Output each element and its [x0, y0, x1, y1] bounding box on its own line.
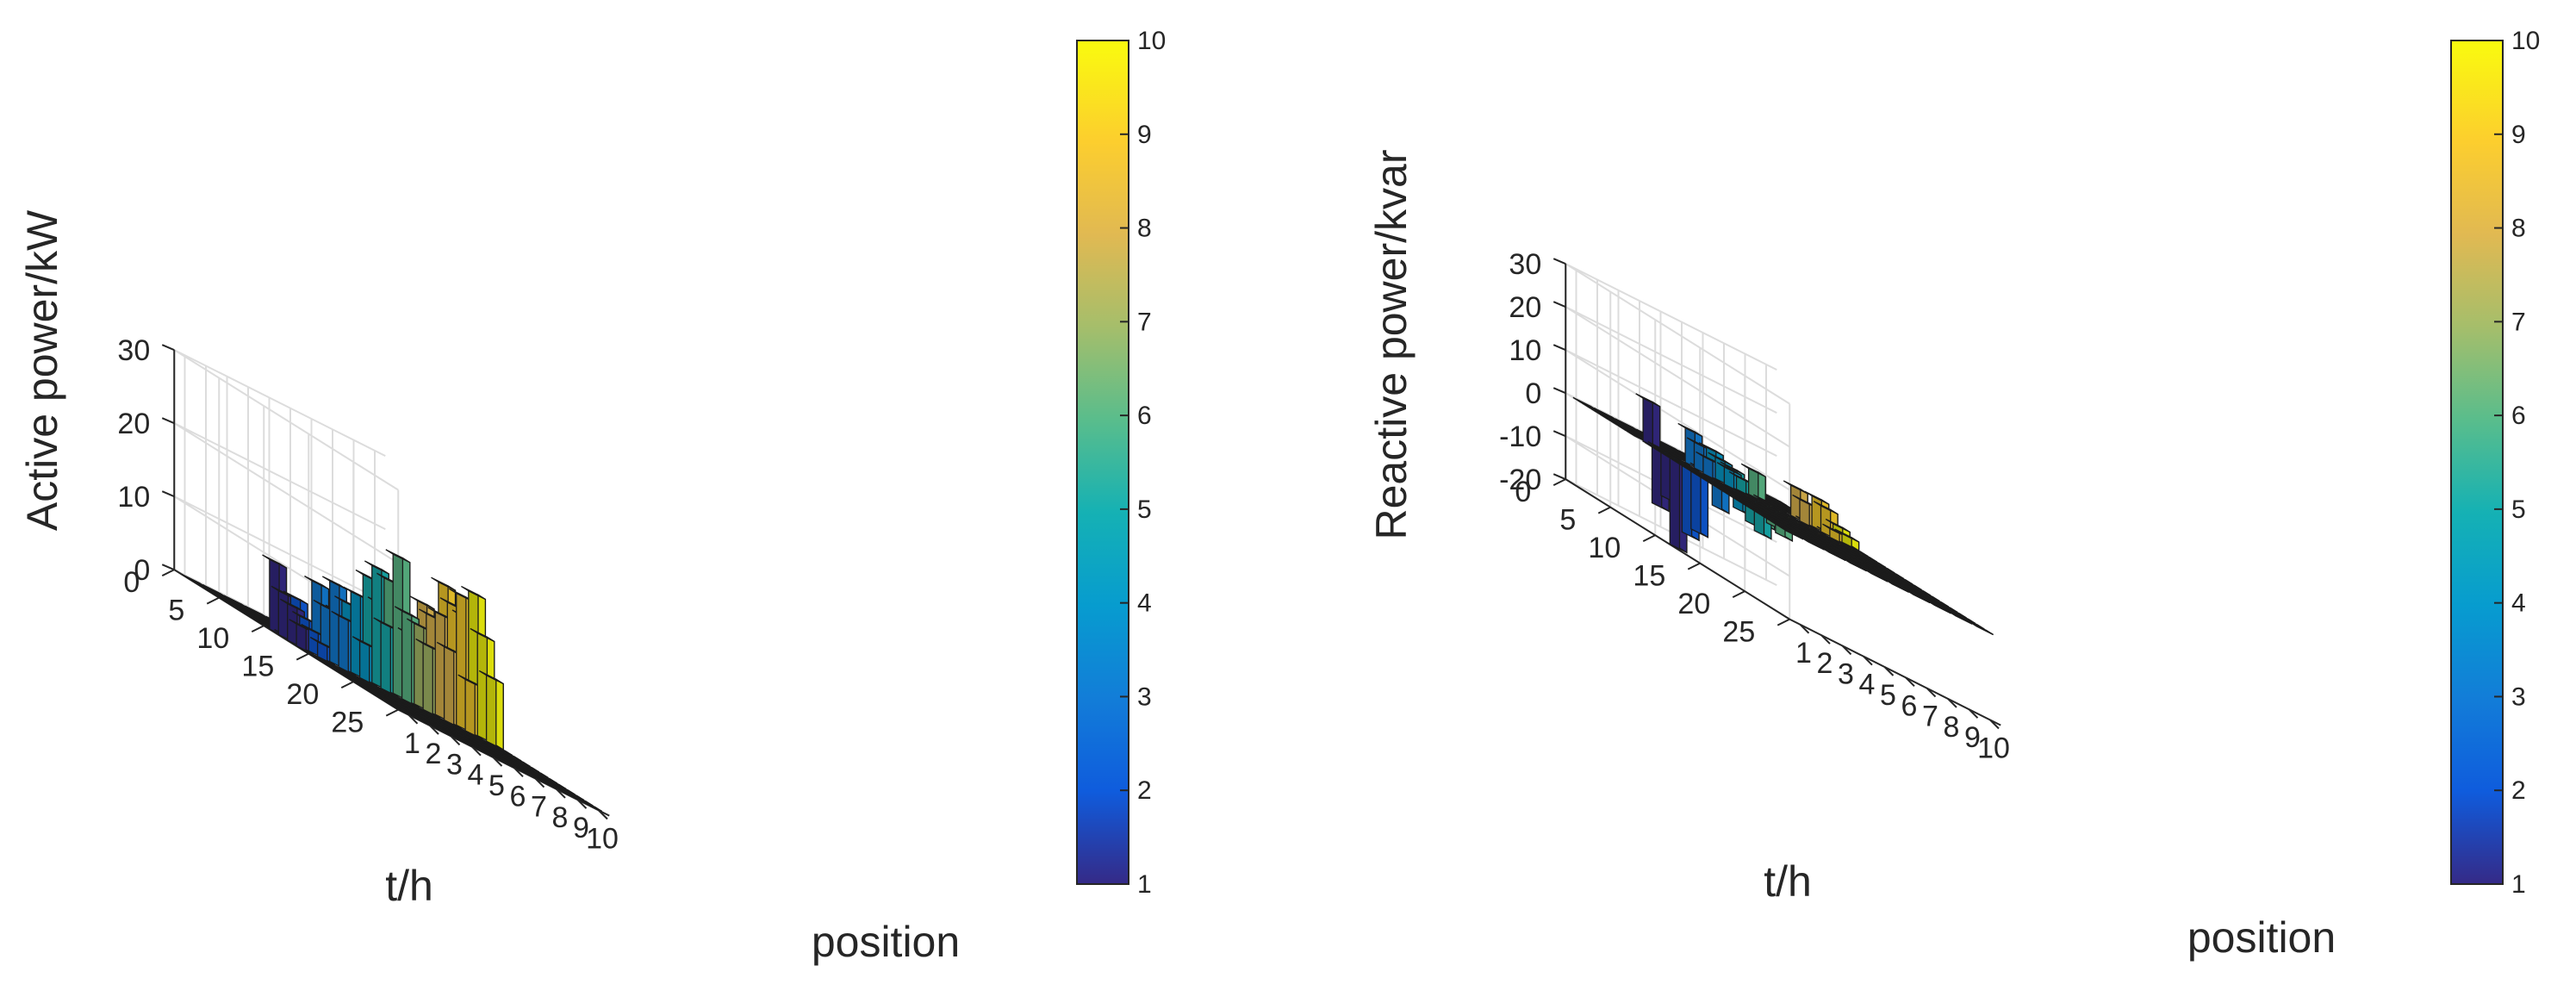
- z-tick-label: 0: [1525, 377, 1541, 410]
- x-tick-label: 6: [510, 780, 526, 813]
- z-axis-title: Reactive power/kvar: [1367, 150, 1416, 540]
- y-tick-label: 5: [1559, 504, 1576, 537]
- x-tick-label: 8: [1944, 711, 1960, 744]
- z-tick-label: 10: [117, 481, 150, 514]
- y-tick-label: 15: [241, 651, 274, 683]
- bar-9-24: [1947, 610, 1973, 625]
- x-tick-label: 10: [586, 823, 619, 856]
- bar-10-24: [1969, 620, 1994, 636]
- z-tick-label: 30: [117, 334, 150, 367]
- colorbar: 1 2 3 4 5 6 7 8 9 10: [2450, 27, 2540, 899]
- y-tick-labels: 05 10 15 20 25: [1515, 476, 1790, 649]
- x-tick-label: 3: [1838, 657, 1854, 690]
- colorbar-tick-label: 2: [2511, 776, 2526, 805]
- z-tick-label: -20: [1499, 464, 1541, 496]
- z-tick-label: 20: [117, 408, 150, 440]
- z-tick-label: 30: [1509, 248, 1541, 281]
- colorbar-tick-label: 4: [1137, 589, 1152, 618]
- colorbar-tick-label: 4: [2511, 589, 2526, 618]
- colorbar-tick-label: 7: [2511, 308, 2526, 336]
- bars: [181, 549, 602, 813]
- colorbar-tick-label: 10: [1137, 27, 1166, 55]
- x-tick-label: 8: [552, 801, 569, 834]
- y-tick-label: 20: [286, 678, 319, 711]
- z-axis-title: Active power/kW: [18, 209, 66, 531]
- colorbar-tick-label: 3: [2511, 682, 2526, 711]
- bars: [1572, 393, 1994, 636]
- x-tick-label: 9: [1964, 721, 1981, 754]
- colorbar-tick-label: 8: [2511, 215, 2526, 243]
- x-tick-label: 5: [488, 769, 505, 802]
- z-tick-labels: -20 -10 0 10 20 30: [1499, 248, 1566, 496]
- x-tick-labels: 1 2 3 4 5 6 7 8 910: [404, 714, 619, 856]
- x-tick-label: 1: [1795, 637, 1812, 670]
- colorbar-scale: [2450, 40, 2504, 885]
- z-tick-label: -10: [1499, 421, 1541, 453]
- axis-lines: [1565, 264, 2001, 726]
- y-tick-label: 10: [1588, 532, 1621, 564]
- y-tick-label: 25: [1722, 616, 1755, 649]
- colorbar-tick-label: 5: [2511, 495, 2526, 524]
- x-tick-label: 3: [446, 748, 463, 781]
- y-tick-labels: 05 10 15 20 25: [123, 566, 399, 739]
- x-tick-label: 7: [531, 791, 547, 824]
- colorbar-tick-label: 3: [1137, 682, 1152, 711]
- y-tick-label: 20: [1677, 588, 1710, 620]
- x-tick-label: 5: [1880, 679, 1896, 712]
- bar-10-9: [1834, 528, 1860, 552]
- x-tick-label: 10: [1977, 732, 2010, 765]
- y-tick-label: 10: [196, 622, 229, 655]
- colorbar-tick-label: 6: [2511, 402, 2526, 430]
- colorbar-tick-label: 1: [1137, 870, 1152, 899]
- grid-lines: [173, 349, 400, 711]
- colorbar-tick-label: 7: [1137, 308, 1152, 336]
- x-tick-label: 2: [426, 738, 442, 770]
- y-tick-label: 0: [123, 566, 140, 599]
- z-tick-label: 20: [1509, 291, 1541, 324]
- x-tick-label: 4: [1859, 669, 1876, 701]
- x-tick-label: 9: [573, 812, 589, 844]
- y-tick-label: 15: [1633, 560, 1665, 593]
- colorbar-tick-label: 2: [1137, 776, 1152, 805]
- grid-lines: [1565, 263, 1791, 620]
- x-tick-label: 1: [404, 727, 420, 760]
- bar-10-24: [577, 797, 602, 813]
- bar-6-8: [1740, 463, 1766, 504]
- y-tick-label: 25: [331, 707, 364, 739]
- x-axis-title: position: [812, 918, 960, 966]
- y-tick-label: 0: [1515, 476, 1531, 508]
- colorbar-tick-label: 6: [1137, 402, 1152, 430]
- colorbar-tick-label: 1: [2511, 870, 2526, 899]
- bar-9-24: [556, 787, 582, 801]
- colorbar-tick-label: 10: [2511, 27, 2540, 55]
- colorbar-tick-label: 5: [1137, 495, 1152, 524]
- x-tick-label: 4: [468, 759, 484, 792]
- y-tick-label: 5: [168, 595, 184, 627]
- colorbar-scale: [1076, 40, 1129, 885]
- x-tick-label: 2: [1817, 647, 1833, 680]
- colorbar-tick-label: 8: [1137, 215, 1152, 243]
- z-tick-label: 0: [134, 554, 150, 587]
- y-axis-title: t/h: [1764, 857, 1812, 906]
- y-axis-title: t/h: [385, 862, 433, 910]
- z-tick-labels: 0 10 20 30: [117, 334, 175, 587]
- x-tick-label: 7: [1922, 701, 1938, 733]
- z-tick-label: 10: [1509, 334, 1541, 367]
- x-tick-labels: 1 2 3 4 5 6 7 8 910: [1795, 624, 2010, 765]
- colorbar: 1 2 3 4 5 6 7 8 9 10: [1076, 27, 1166, 899]
- colorbar-tick-label: 9: [1137, 121, 1152, 149]
- x-axis-title: position: [2187, 913, 2336, 962]
- x-tick-label: 6: [1901, 689, 1918, 722]
- colorbar-tick-label: 9: [2511, 121, 2526, 149]
